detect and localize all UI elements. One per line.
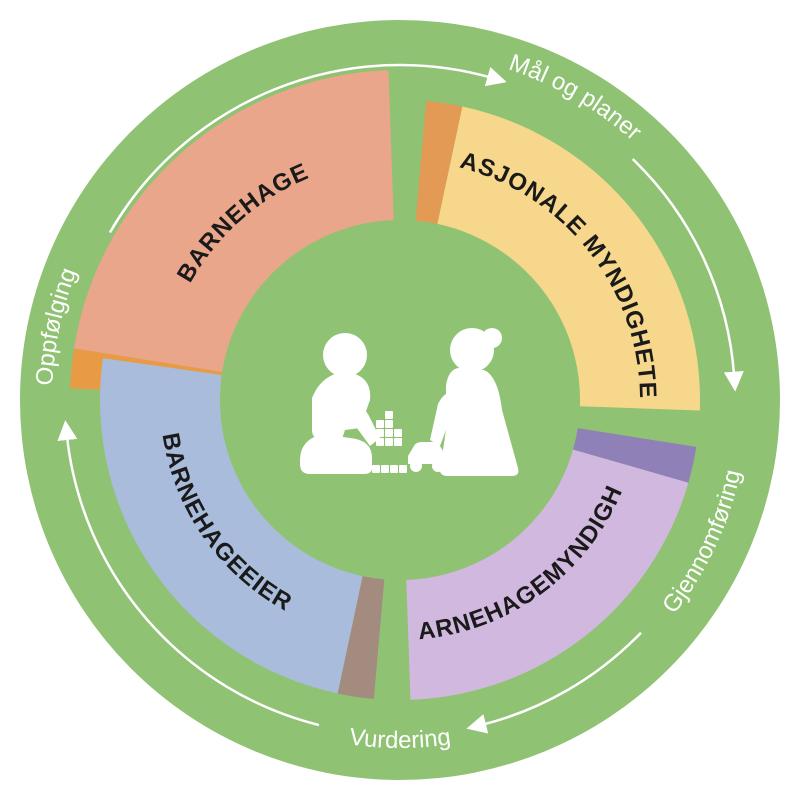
inner-circle	[220, 220, 580, 580]
circular-diagram: BARNEHAGENASJONALE MYNDIGHETERBARNEHAGEM…	[0, 0, 800, 800]
outer-label-2: Vurdering	[348, 723, 452, 754]
